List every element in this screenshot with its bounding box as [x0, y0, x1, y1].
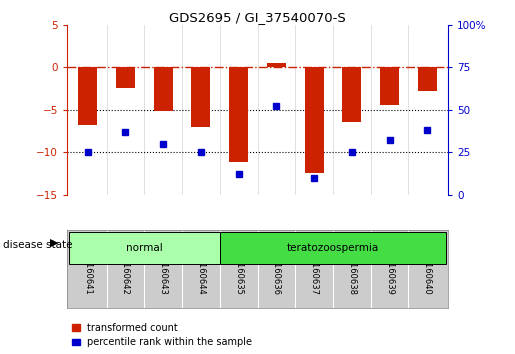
- Text: GSM160637: GSM160637: [310, 244, 319, 295]
- Bar: [305, 67, 323, 173]
- Title: GDS2695 / GI_37540070-S: GDS2695 / GI_37540070-S: [169, 11, 346, 24]
- FancyBboxPatch shape: [220, 232, 446, 264]
- Text: normal: normal: [126, 243, 163, 253]
- Bar: [342, 67, 361, 122]
- Text: GSM160640: GSM160640: [423, 244, 432, 295]
- Text: GSM160642: GSM160642: [121, 244, 130, 295]
- Legend: transformed count, percentile rank within the sample: transformed count, percentile rank withi…: [72, 322, 252, 347]
- Bar: [267, 63, 286, 67]
- Text: GSM160643: GSM160643: [159, 244, 168, 295]
- Bar: [229, 67, 248, 162]
- Text: GSM160639: GSM160639: [385, 244, 394, 295]
- Text: GSM160636: GSM160636: [272, 244, 281, 295]
- FancyBboxPatch shape: [69, 232, 220, 264]
- Text: disease state: disease state: [3, 240, 72, 250]
- Bar: [418, 67, 437, 91]
- Bar: [78, 67, 97, 125]
- Bar: [154, 67, 173, 112]
- Bar: [380, 67, 399, 105]
- Bar: [192, 67, 210, 127]
- Text: GSM160641: GSM160641: [83, 244, 92, 295]
- Text: ▶: ▶: [50, 238, 58, 248]
- Text: teratozoospermia: teratozoospermia: [287, 243, 379, 253]
- Text: GSM160635: GSM160635: [234, 244, 243, 295]
- Bar: [116, 67, 135, 88]
- Text: GSM160638: GSM160638: [347, 244, 356, 295]
- Text: GSM160644: GSM160644: [196, 244, 205, 295]
